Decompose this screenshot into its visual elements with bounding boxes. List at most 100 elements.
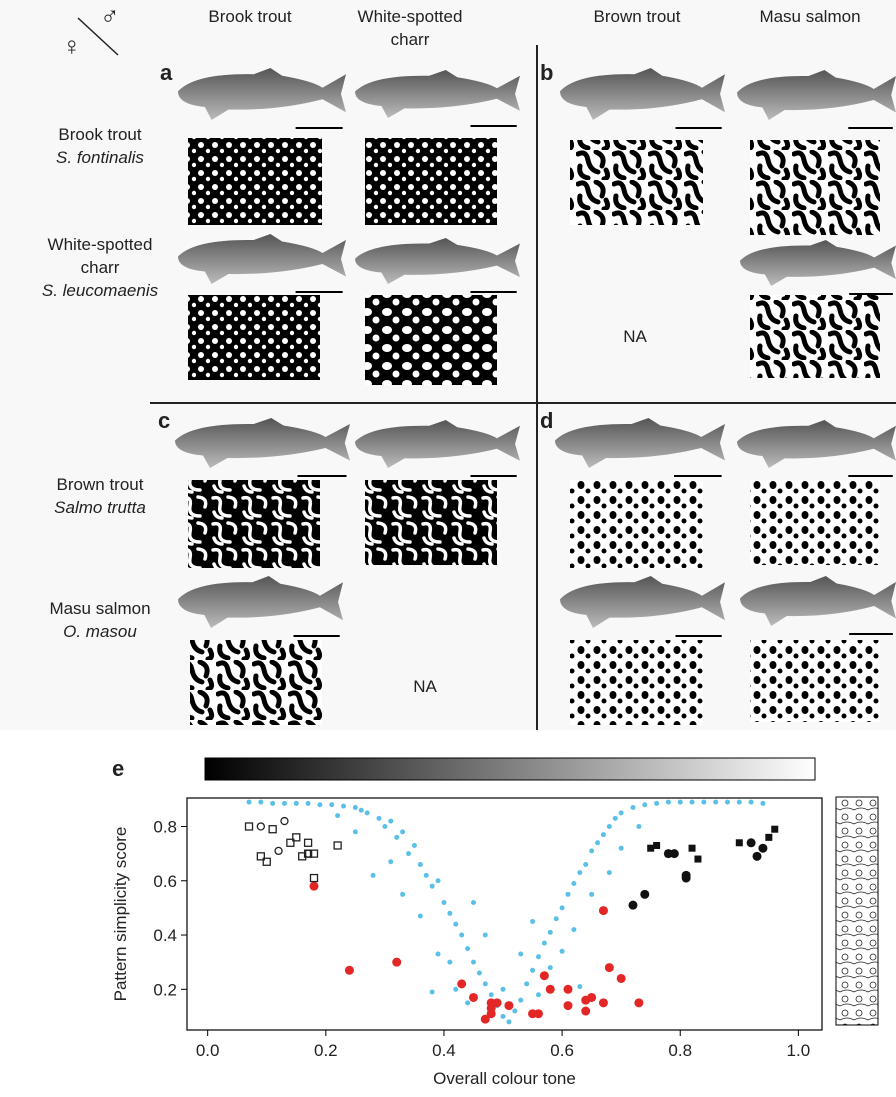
point [453, 922, 458, 927]
point [636, 824, 641, 829]
pattern-image [365, 480, 497, 565]
point [607, 870, 612, 875]
panel-label: d [540, 408, 553, 433]
point [436, 952, 441, 957]
point [518, 998, 523, 1003]
point [501, 987, 506, 992]
point [365, 810, 370, 815]
point [447, 911, 452, 916]
point [424, 873, 429, 878]
x-tick-label: 0.4 [432, 1041, 456, 1060]
point [275, 847, 282, 854]
point [560, 949, 565, 954]
point [345, 966, 354, 975]
point [566, 892, 571, 897]
point [701, 800, 706, 805]
point [564, 985, 573, 994]
point [388, 859, 393, 864]
y-tick-label: 0.6 [153, 872, 177, 891]
point [353, 805, 358, 810]
point [617, 974, 626, 983]
na-label: NA [413, 677, 437, 696]
point [628, 901, 637, 910]
point [654, 801, 659, 806]
point [765, 834, 772, 841]
point [394, 835, 399, 840]
point [630, 805, 635, 810]
point [589, 892, 594, 897]
row-label: Brook trout [58, 125, 141, 144]
point [465, 1000, 470, 1005]
point [540, 971, 549, 980]
point [619, 810, 624, 815]
point [619, 846, 624, 851]
tone-gradient-bar [205, 758, 815, 780]
point [430, 884, 435, 889]
point [599, 906, 608, 915]
row-label: Brown trout [57, 475, 144, 494]
point [536, 954, 541, 959]
female-symbol: ♀ [62, 31, 82, 61]
point [412, 843, 417, 848]
point [601, 832, 606, 837]
point [607, 824, 612, 829]
point [329, 802, 334, 807]
pattern-image [570, 480, 703, 568]
y-axis-label: Pattern simplicity score [111, 827, 130, 1002]
point [725, 800, 730, 805]
point [536, 992, 541, 997]
x-tick-label: 1.0 [787, 1041, 811, 1060]
point [666, 800, 671, 805]
point [548, 965, 553, 970]
point [758, 844, 767, 853]
point [583, 862, 588, 867]
point [317, 802, 322, 807]
point [504, 1001, 513, 1010]
point [459, 933, 464, 938]
x-tick-label: 0.2 [314, 1041, 338, 1060]
point [269, 826, 276, 833]
y-tick-label: 0.2 [153, 980, 177, 999]
point [493, 998, 502, 1007]
point [737, 800, 742, 805]
point [359, 808, 364, 813]
point [305, 839, 312, 846]
point [605, 963, 614, 972]
point [595, 840, 600, 845]
point [471, 960, 476, 965]
point [589, 848, 594, 853]
row-latin-label: O. masou [63, 622, 137, 641]
point [760, 801, 765, 806]
point [418, 914, 423, 919]
point [577, 870, 582, 875]
point [311, 875, 318, 882]
point [530, 968, 535, 973]
pattern-image [188, 138, 322, 225]
point [564, 1001, 573, 1010]
point [546, 985, 555, 994]
point [310, 882, 319, 891]
point [471, 900, 476, 905]
point [400, 829, 405, 834]
point [418, 862, 423, 867]
point [690, 800, 695, 805]
column-header: Brown trout [594, 7, 681, 26]
x-axis-label: Overall colour tone [433, 1069, 576, 1088]
x-tick-label: 0.8 [668, 1041, 692, 1060]
point [257, 823, 264, 830]
point [258, 800, 263, 805]
point [388, 819, 393, 824]
point [577, 984, 582, 989]
point [477, 971, 482, 976]
point [678, 800, 683, 805]
point [599, 998, 608, 1007]
point [613, 816, 618, 821]
point [335, 813, 340, 818]
point [534, 1009, 543, 1018]
plot-frame [187, 798, 822, 1030]
point [306, 801, 311, 806]
point [447, 960, 452, 965]
column-header: Brook trout [208, 7, 291, 26]
point [392, 958, 401, 967]
pattern-strip [836, 797, 878, 1025]
